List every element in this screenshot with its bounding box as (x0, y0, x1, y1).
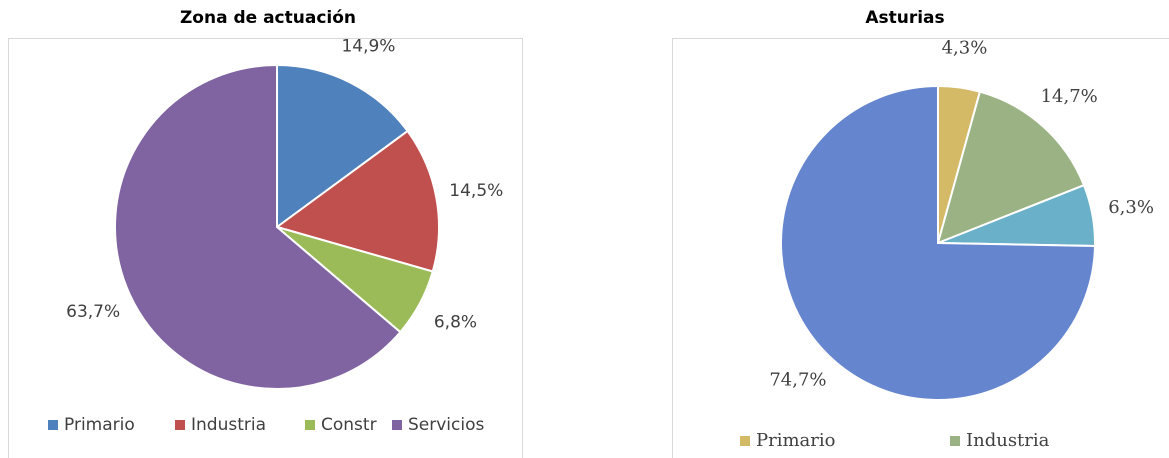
data-label: 14,7% (1041, 86, 1098, 107)
legend-label: Servicios (408, 415, 484, 435)
legend-label: Primario (64, 415, 135, 435)
legend-swatch (740, 436, 750, 446)
data-label: 14,5% (449, 181, 503, 201)
pie-slice (114, 63, 402, 390)
chart-frame (8, 38, 523, 458)
pie-slice (936, 90, 1086, 245)
chart-title: Zona de actuación (180, 8, 356, 28)
pie-slice (276, 63, 409, 229)
legend-label: Constr (321, 415, 377, 435)
data-label: 63,7% (66, 302, 120, 322)
data-label: 14,9% (341, 36, 395, 56)
data-label: 6,8% (434, 313, 477, 333)
pie-slice (274, 129, 440, 273)
legend-swatch (392, 420, 402, 430)
legend-swatch (48, 420, 58, 430)
data-label: 74,7% (769, 369, 826, 390)
data-label: 4,3% (942, 38, 988, 59)
legend-label: Industria (191, 415, 266, 435)
pie-slice (780, 84, 1096, 401)
legend-label: Primario (756, 430, 835, 451)
legend-swatch (175, 420, 185, 430)
legend-swatch (305, 420, 315, 430)
legend-label: Industria (966, 430, 1050, 451)
data-label: 6,3% (1108, 197, 1154, 218)
chart-title: Asturias (865, 8, 944, 28)
legend-swatch (950, 436, 960, 446)
chart-frame (672, 38, 1169, 458)
